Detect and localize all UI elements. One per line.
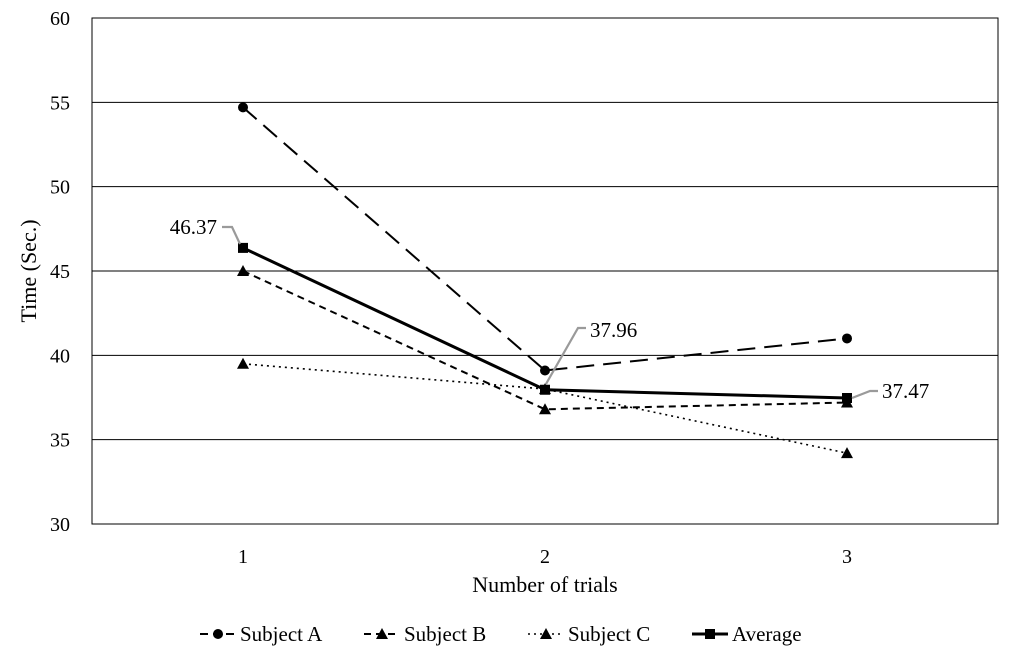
y-tick-label: 30: [50, 514, 70, 536]
legend-item: Subject B: [364, 622, 486, 646]
legend-marker: [705, 629, 715, 639]
legend-item: Subject C: [528, 622, 650, 646]
data-point-marker: [237, 265, 249, 276]
y-tick-label: 35: [50, 430, 70, 452]
data-label: 37.96: [590, 318, 637, 342]
series-line: [242, 106, 848, 372]
x-axis-ticks: 1 2 3: [238, 546, 852, 568]
data-label: 37.47: [882, 379, 929, 403]
y-tick-label: 55: [50, 92, 70, 114]
legend-item: Average: [692, 622, 802, 646]
y-tick-label: 45: [50, 261, 70, 283]
data-point-marker: [842, 333, 852, 344]
legend: Subject A Subject B Subject C Average: [200, 622, 802, 646]
y-tick-label: 50: [50, 177, 70, 199]
series-average: [238, 242, 852, 404]
data-label-leader: [545, 326, 586, 385]
legend-item: Subject A: [200, 622, 323, 646]
legend-marker: [213, 629, 223, 639]
legend-label: Subject A: [240, 622, 323, 646]
legend-label: Average: [732, 622, 802, 646]
data-point-marker: [237, 357, 249, 369]
data-label: 46.37: [170, 215, 217, 239]
series-subject-a: [238, 102, 852, 376]
data-point-marker: [842, 393, 852, 404]
data-point-marker: [238, 242, 248, 253]
data-point-marker: [540, 365, 550, 376]
series-line: [242, 270, 848, 411]
x-tick-label: 1: [238, 546, 248, 568]
data-label-leader: [851, 389, 878, 400]
data-point-marker: [841, 447, 853, 459]
data-point-marker: [238, 102, 248, 113]
data-label-leader: [222, 225, 241, 245]
series-lines: [237, 102, 853, 459]
legend-marker: [376, 628, 388, 639]
legend-marker: [540, 628, 552, 639]
y-axis-ticks: 30 35 40 45 50 55 60: [50, 8, 70, 536]
x-tick-label: 2: [540, 546, 550, 568]
data-labels: 46.37 37.96 37.47: [170, 215, 930, 403]
legend-label: Subject C: [568, 622, 650, 646]
y-axis-title: Time (Sec.): [16, 219, 41, 322]
y-tick-label: 40: [50, 345, 70, 367]
data-point-marker: [539, 403, 551, 415]
data-point-marker: [540, 384, 550, 395]
x-tick-label: 3: [842, 546, 852, 568]
legend-label: Subject B: [404, 622, 486, 646]
y-tick-label: 60: [50, 8, 70, 30]
x-axis-title: Number of trials: [472, 572, 617, 597]
